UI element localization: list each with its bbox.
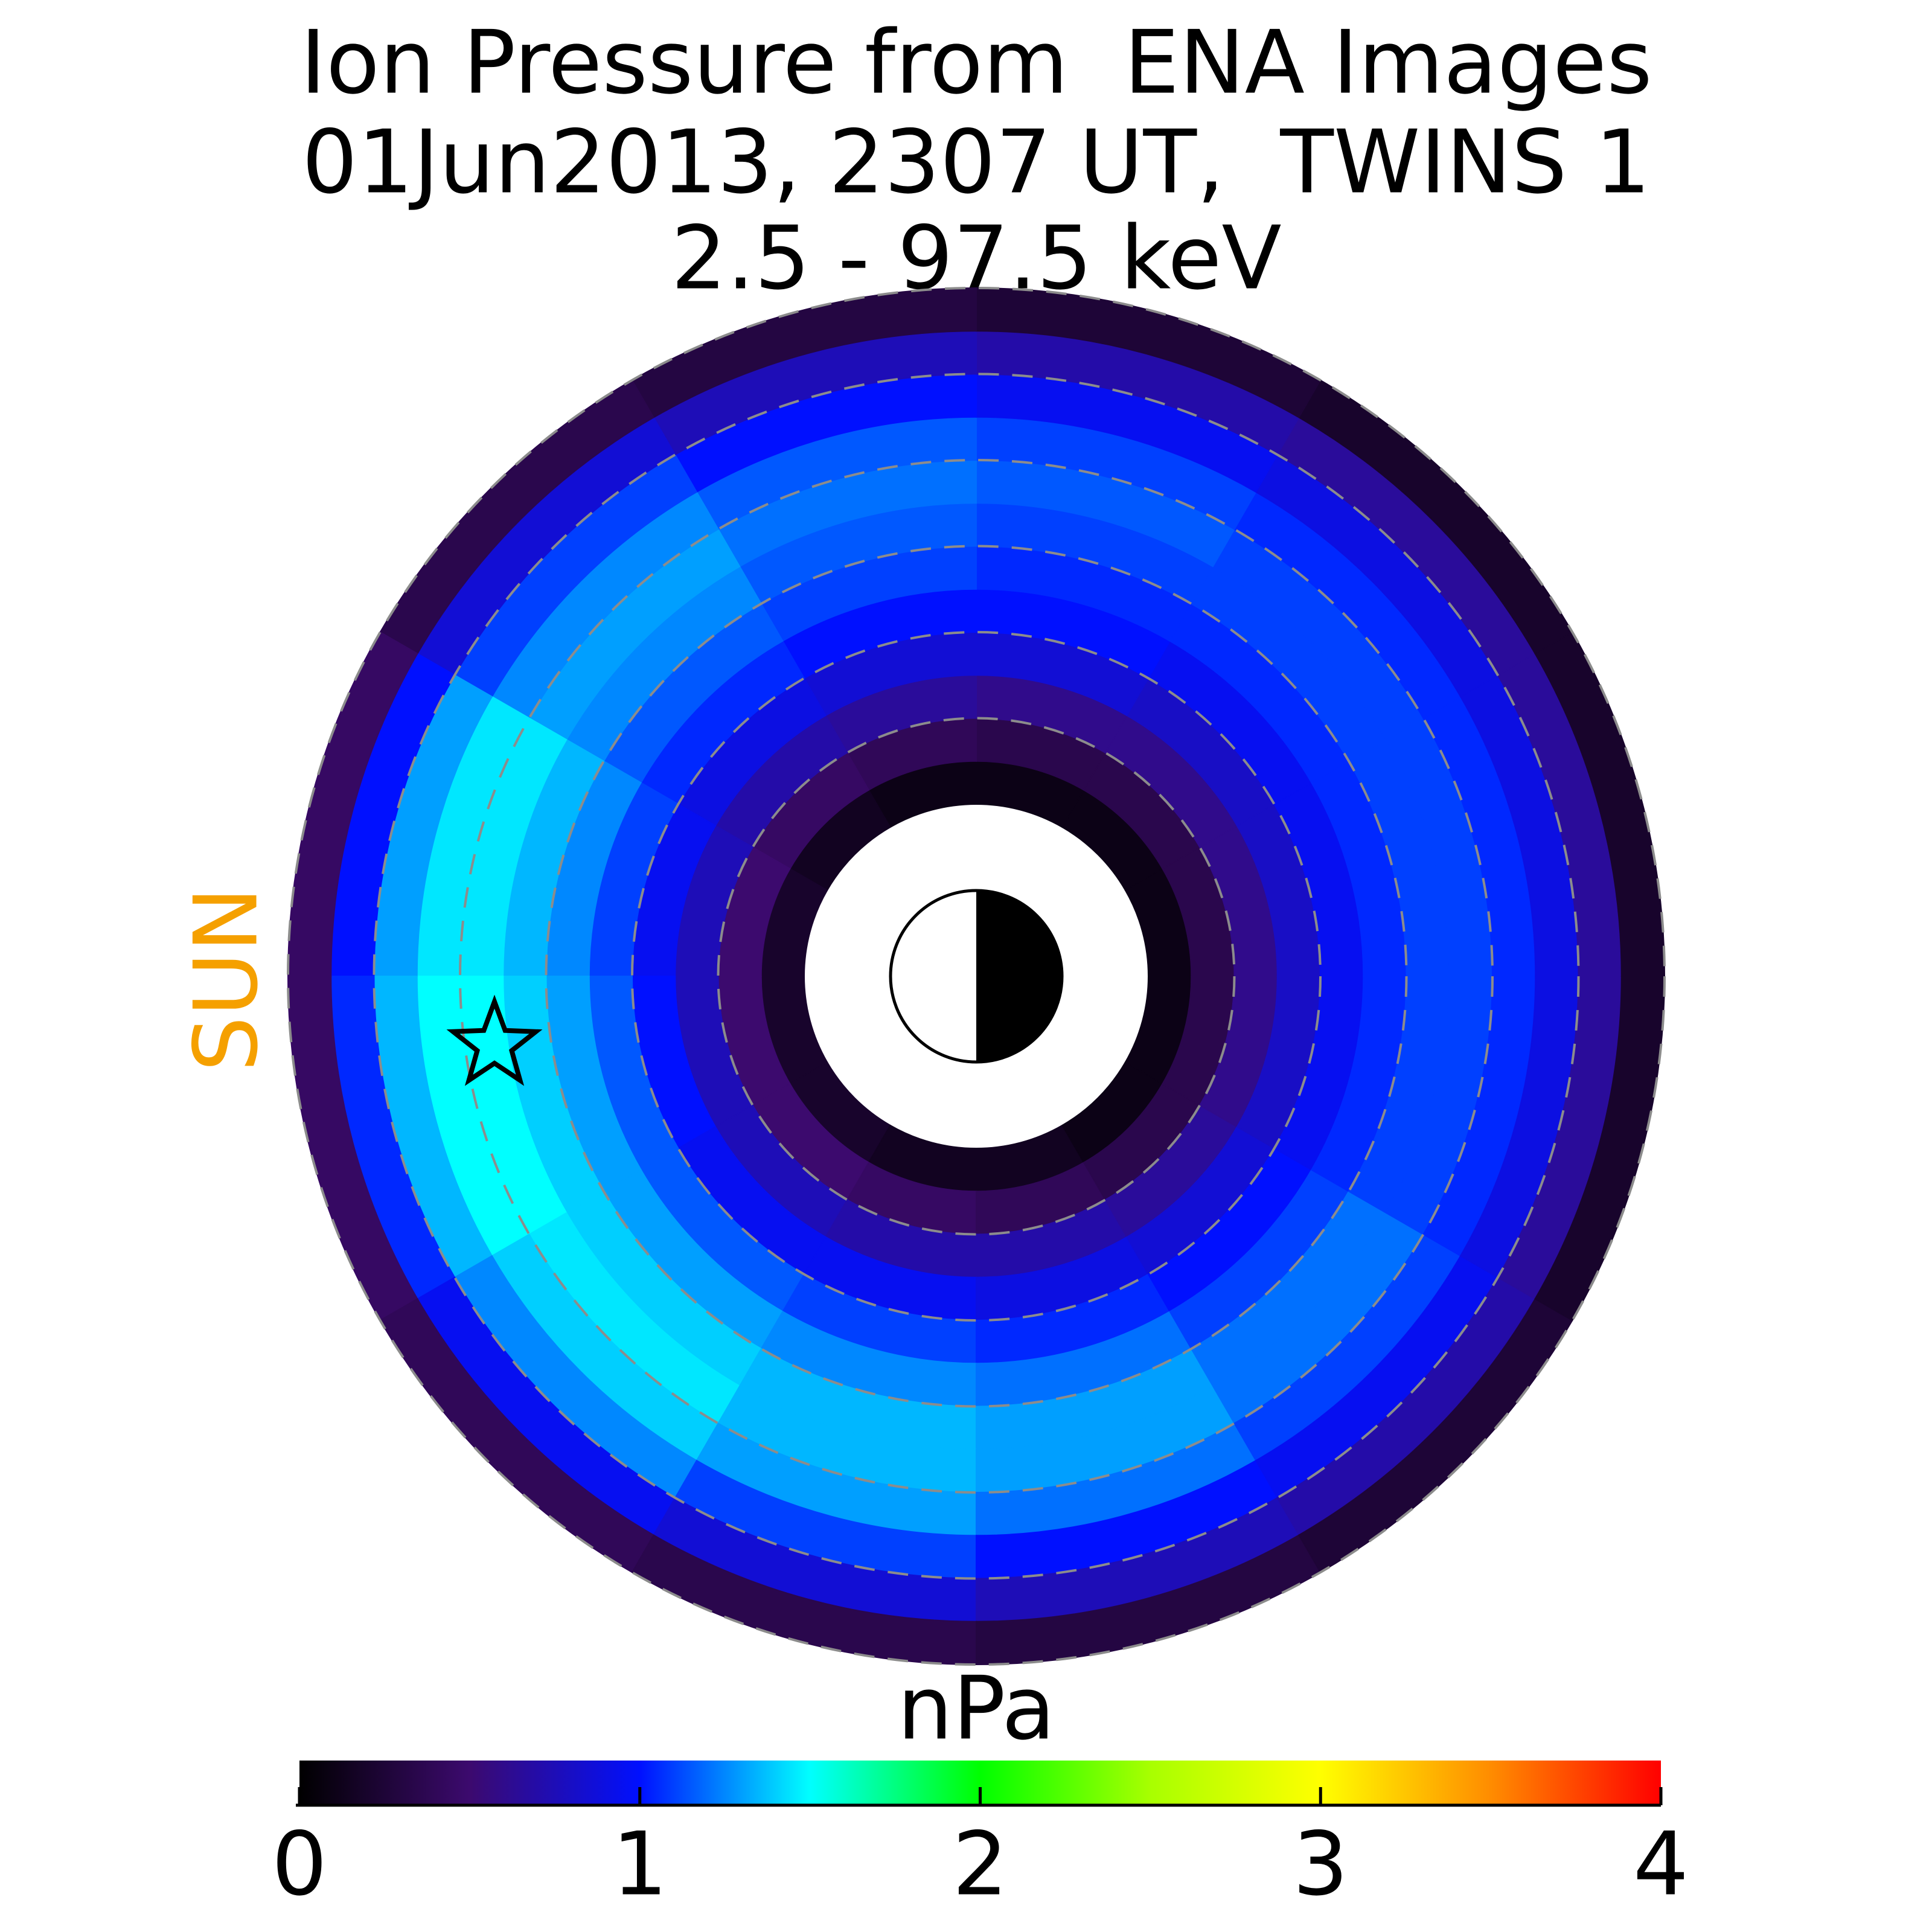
chart-title: Ion Pressure from ENA Images: [300, 12, 1652, 114]
grid-circle: [631, 631, 1322, 1322]
grid-circle: [287, 287, 1666, 1666]
grid-circle: [545, 545, 1408, 1408]
colorbar-tick-label: 2: [952, 1814, 1008, 1916]
star-marker: [446, 994, 543, 1086]
earth-night: [976, 891, 1062, 1062]
grid-circle: [459, 459, 1494, 1494]
chart-subtitle: 01Jun2013, 2307 UT, TWINS 1: [302, 112, 1651, 214]
colorbar-label: nPa: [897, 1658, 1055, 1760]
grid-circle: [717, 717, 1236, 1236]
earth: [889, 889, 1064, 1064]
grid: [287, 287, 1666, 1666]
heatmap: [287, 287, 1666, 1666]
colorbar-ticks: 0 1 2 3 4: [272, 1787, 1689, 1916]
colorbar-tick-label: 1: [612, 1814, 668, 1916]
grid-circle: [373, 373, 1580, 1580]
colorbar-tick-label: 3: [1293, 1814, 1348, 1916]
sun-label: SUN: [176, 887, 278, 1072]
colorbar-tick-label: 4: [1633, 1814, 1689, 1916]
colorbar-tick-label: 0: [272, 1814, 327, 1916]
